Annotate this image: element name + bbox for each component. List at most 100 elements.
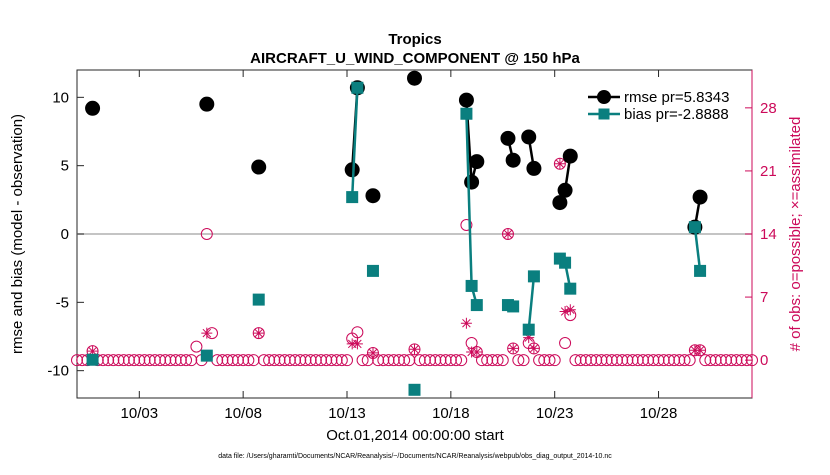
obs-possible-marker	[200, 228, 213, 240]
obs-possible-marker	[237, 354, 250, 367]
y2-tick-label: 14	[760, 226, 777, 243]
obs-possible-marker	[216, 354, 229, 367]
y-tick-label: -10	[47, 363, 69, 380]
y2-tick-label: 21	[760, 163, 777, 180]
bias-point	[465, 279, 478, 292]
obs-possible-marker	[616, 354, 629, 367]
obs-possible-marker	[704, 354, 717, 367]
obs-assimilated-marker	[507, 342, 519, 354]
obs-possible-marker	[315, 354, 328, 367]
obs-possible-marker	[434, 354, 447, 367]
obs-possible-marker	[413, 354, 426, 367]
obs-possible-marker	[611, 354, 623, 367]
obs-possible-marker	[174, 354, 187, 367]
y2-tick-label: 0	[760, 352, 768, 369]
obs-possible-marker	[330, 354, 343, 367]
y-tick-label: -5	[56, 294, 69, 311]
obs-assimilated-marker	[460, 317, 472, 329]
rmse-point	[500, 130, 516, 146]
bias-point	[507, 300, 520, 313]
obs-possible-marker	[148, 354, 161, 367]
bias-point	[460, 107, 473, 120]
rmse-point	[505, 152, 521, 168]
obs-assimilated-marker	[367, 347, 379, 359]
obs-possible-marker	[429, 354, 442, 367]
obs-possible-marker	[569, 354, 582, 367]
y2-tick-label: 28	[760, 100, 777, 117]
obs-possible-marker	[278, 354, 291, 367]
obs-possible-marker	[491, 354, 504, 367]
bias-point	[688, 221, 701, 234]
obs-possible-marker	[403, 354, 416, 367]
obs-possible-marker	[455, 354, 468, 367]
obs-possible-marker	[730, 354, 743, 367]
obs-possible-marker	[398, 354, 411, 367]
obs-possible-marker	[268, 354, 281, 367]
rmse-point	[199, 96, 215, 112]
rmse-point	[464, 174, 480, 190]
obs-possible-marker	[190, 340, 203, 353]
obs-possible-marker	[673, 354, 686, 367]
obs-possible-marker	[486, 354, 499, 367]
bias-point	[86, 353, 99, 366]
chart-title: Tropics	[388, 31, 441, 48]
obs-possible-marker	[683, 354, 696, 367]
obs-possible-marker	[481, 354, 494, 367]
obs-possible-marker	[621, 354, 634, 367]
obs-possible-marker	[283, 354, 296, 367]
obs-possible-marker	[309, 354, 322, 367]
obs-assimilated-marker	[471, 346, 483, 358]
obs-possible-marker	[392, 354, 405, 367]
bias-point	[694, 264, 707, 277]
obs-assimilated-marker	[694, 344, 706, 356]
obs-possible-marker	[543, 354, 556, 367]
x-tick-label: 10/08	[224, 405, 262, 422]
bias-point	[252, 293, 265, 306]
legend-bias-marker	[598, 108, 610, 120]
obs-possible-marker	[133, 354, 146, 367]
data-file-note: data file: /Users/gharamti/Documents/NCA…	[218, 453, 612, 460]
obs-possible-marker	[387, 354, 400, 367]
obs-possible-marker	[294, 354, 307, 367]
obs-possible-marker	[273, 354, 286, 367]
obs-possible-marker	[668, 354, 681, 367]
obs-possible-marker	[746, 354, 758, 367]
obs-possible-marker	[107, 354, 120, 367]
obs-possible-marker	[512, 354, 525, 367]
obs-possible-marker	[372, 354, 385, 367]
rmse-point	[526, 160, 542, 176]
obs-possible-marker	[335, 354, 348, 367]
obs-assimilated-marker	[87, 345, 99, 357]
obs-possible-marker	[678, 354, 691, 367]
obs-possible-marker	[579, 354, 592, 367]
obs-possible-marker	[642, 354, 655, 367]
rmse-point	[85, 100, 101, 116]
obs-possible-marker	[626, 354, 639, 367]
rmse-point	[469, 154, 485, 170]
obs-possible-marker	[424, 354, 437, 367]
obs-possible-marker	[476, 354, 488, 367]
obs-possible-marker	[71, 354, 83, 367]
obs-possible-marker	[351, 326, 364, 339]
obs-possible-marker	[636, 354, 649, 367]
obs-possible-marker	[444, 354, 457, 367]
obs-possible-marker	[574, 354, 587, 367]
obs-assimilated-marker	[253, 327, 265, 339]
obs-possible-marker	[735, 354, 748, 367]
obs-assimilated-marker	[201, 327, 213, 339]
obs-possible-marker	[538, 354, 551, 367]
obs-possible-marker	[247, 354, 260, 367]
obs-possible-marker	[595, 354, 608, 367]
obs-possible-marker	[257, 354, 270, 367]
rmse-point	[365, 188, 381, 204]
obs-possible-marker	[720, 354, 733, 367]
obs-possible-marker	[418, 354, 431, 367]
bias-point	[346, 191, 359, 204]
obs-possible-marker	[117, 354, 130, 367]
obs-possible-marker	[740, 354, 753, 367]
obs-possible-marker	[231, 354, 244, 367]
obs-possible-marker	[631, 354, 644, 367]
rmse-point	[562, 148, 578, 164]
x-tick-label: 10/13	[328, 405, 366, 422]
plot-area: 10 5 0 -5 -10 28 21 14 7 0 10/03 10/08 10/13 10/18 10/…	[47, 69, 777, 422]
